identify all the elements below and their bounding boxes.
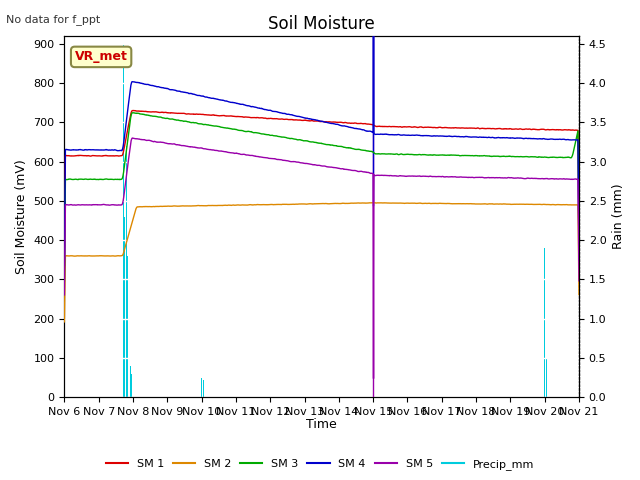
SM 3 bbox=[381, 151, 388, 156]
SM 1 bbox=[129, 108, 137, 113]
SM 1 bbox=[171, 110, 179, 116]
SM 2 bbox=[171, 203, 179, 209]
Y-axis label: Soil Moisture (mV): Soil Moisture (mV) bbox=[15, 159, 28, 274]
Text: No data for f_ppt: No data for f_ppt bbox=[6, 14, 100, 25]
SM 1 bbox=[526, 126, 534, 132]
SM 2 bbox=[371, 200, 378, 205]
SM 1 bbox=[204, 112, 212, 118]
SM 1 bbox=[61, 265, 68, 271]
SM 5 bbox=[370, 376, 378, 382]
Title: Soil Moisture: Soil Moisture bbox=[268, 15, 375, 33]
SM 4 bbox=[575, 257, 583, 263]
SM 5 bbox=[575, 264, 582, 269]
SM 1 bbox=[372, 123, 380, 129]
SM 2 bbox=[61, 319, 68, 325]
SM 2 bbox=[381, 200, 388, 206]
SM 4 bbox=[171, 87, 179, 93]
SM 5 bbox=[372, 173, 380, 179]
SM 2 bbox=[575, 292, 583, 298]
Text: VR_met: VR_met bbox=[75, 50, 127, 63]
SM 4 bbox=[204, 95, 212, 100]
Legend: SM 1, SM 2, SM 3, SM 4, SM 5, Precip_mm: SM 1, SM 2, SM 3, SM 4, SM 5, Precip_mm bbox=[101, 455, 539, 474]
SM 1 bbox=[575, 216, 582, 222]
SM 5 bbox=[575, 278, 583, 284]
SM 5 bbox=[129, 135, 136, 141]
SM 3 bbox=[129, 110, 137, 116]
SM 4 bbox=[372, 132, 380, 137]
SM 1 bbox=[575, 252, 583, 258]
X-axis label: Time: Time bbox=[307, 419, 337, 432]
Y-axis label: Rain (mm): Rain (mm) bbox=[612, 184, 625, 250]
SM 2 bbox=[204, 203, 212, 208]
Line: SM 4: SM 4 bbox=[65, 0, 579, 265]
SM 2 bbox=[575, 266, 582, 272]
SM 1 bbox=[381, 123, 388, 129]
SM 3 bbox=[575, 251, 583, 257]
SM 3 bbox=[171, 117, 179, 122]
SM 3 bbox=[372, 151, 380, 157]
SM 3 bbox=[575, 216, 582, 221]
SM 5 bbox=[381, 172, 388, 178]
Line: SM 2: SM 2 bbox=[65, 203, 579, 322]
SM 5 bbox=[61, 292, 68, 298]
SM 4 bbox=[61, 263, 68, 268]
SM 3 bbox=[526, 154, 534, 160]
SM 2 bbox=[372, 200, 380, 206]
SM 5 bbox=[204, 147, 212, 153]
Line: SM 1: SM 1 bbox=[65, 110, 579, 268]
SM 3 bbox=[204, 122, 212, 128]
SM 5 bbox=[171, 141, 179, 147]
Line: SM 3: SM 3 bbox=[65, 113, 579, 281]
SM 5 bbox=[527, 176, 534, 181]
SM 2 bbox=[526, 202, 534, 207]
SM 4 bbox=[526, 136, 534, 142]
SM 4 bbox=[575, 223, 582, 228]
SM 4 bbox=[381, 132, 388, 137]
Line: SM 5: SM 5 bbox=[65, 138, 579, 379]
SM 3 bbox=[61, 278, 68, 284]
